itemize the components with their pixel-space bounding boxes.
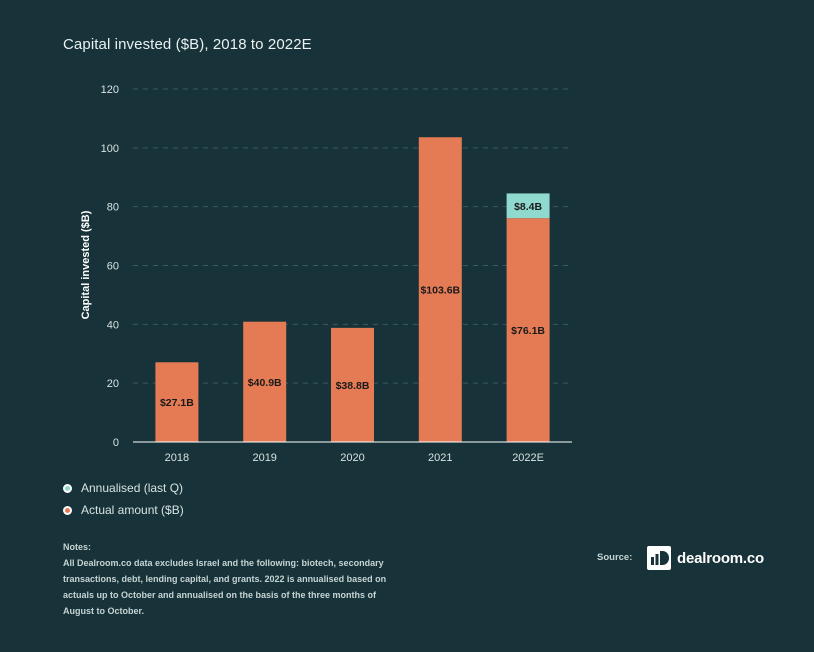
bar-value-label: $40.9B (248, 377, 282, 389)
notes-text: All Dealroom.co data excludes Israel and… (63, 558, 387, 616)
x-tick-label: 2020 (340, 452, 364, 464)
bar-value-label: $103.6B (420, 285, 460, 297)
y-tick-label: 60 (107, 261, 119, 273)
y-tick-label: 100 (101, 143, 119, 155)
x-tick-label: 2018 (165, 452, 189, 464)
legend-item-annualised[interactable]: Annualised (last Q) (63, 480, 184, 496)
brand[interactable]: dealroom.co (647, 546, 764, 570)
bar-actual-2020 (331, 327, 374, 442)
y-tick-label: 120 (101, 84, 119, 96)
bar-labels: $27.1B $40.9B $38.8B $103.6B $76.1B $8.4B (160, 201, 545, 409)
notes: Notes: All Dealroom.co data excludes Isr… (63, 539, 408, 619)
source-label: Source: (597, 552, 633, 563)
bar-actual-2022E (506, 218, 550, 442)
notes-heading: Notes: (63, 542, 92, 552)
legend-label: Annualised (last Q) (81, 481, 184, 495)
bar-actual-2018 (155, 362, 199, 442)
x-tick-label: 2019 (252, 452, 276, 464)
x-tick-label: 2022E (512, 452, 544, 464)
dealroom-logo-icon (647, 546, 671, 570)
y-tick-labels: 0 20 40 60 80 100 120 (101, 84, 119, 449)
x-tick-labels: 2018 2019 2020 2021 2022E (165, 452, 544, 464)
brand-name: dealroom.co (677, 549, 764, 567)
bar-actual-2021 (418, 137, 462, 442)
bar-value-label: $76.1B (511, 325, 545, 337)
y-tick-label: 40 (107, 319, 119, 331)
y-axis-label: Capital invested ($B) (80, 210, 92, 319)
legend: Annualised (last Q) Actual amount ($B) (63, 480, 184, 524)
bar-actual-2019 (243, 321, 287, 442)
grid-lines (133, 88, 572, 384)
legend-label: Actual amount ($B) (81, 503, 184, 517)
legend-item-actual[interactable]: Actual amount ($B) (63, 502, 184, 518)
y-tick-label: 20 (107, 378, 119, 390)
bar-value-label: $8.4B (514, 201, 542, 213)
y-tick-label: 80 (107, 202, 119, 214)
legend-dot-icon (63, 505, 72, 515)
bar-value-label: $38.8B (336, 380, 370, 392)
x-tick-label: 2021 (428, 452, 452, 464)
y-tick-label: 0 (113, 437, 119, 449)
legend-dot-icon (63, 483, 72, 493)
bars (155, 137, 550, 442)
bar-value-label: $27.1B (160, 397, 194, 409)
chart-title: Capital invested ($B), 2018 to 2022E (63, 36, 312, 53)
bar-annualised-2022E (506, 193, 550, 219)
